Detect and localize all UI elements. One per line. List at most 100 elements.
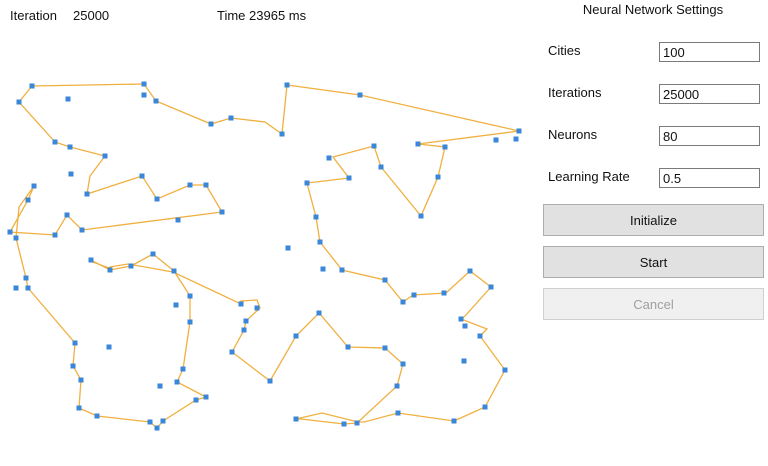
city-point <box>31 183 37 189</box>
city-point <box>238 301 244 307</box>
route-canvas <box>7 81 522 431</box>
city-point <box>13 285 19 291</box>
city-point <box>52 232 58 238</box>
city-point <box>357 92 363 98</box>
city-point <box>341 421 347 427</box>
city-point <box>442 144 448 150</box>
city-point <box>378 164 384 170</box>
city-point <box>187 293 193 299</box>
city-point <box>16 99 22 105</box>
city-point <box>400 299 406 305</box>
neurons-label: Neurons <box>548 127 598 142</box>
city-point <box>441 290 447 296</box>
city-point <box>219 209 225 215</box>
city-point <box>102 153 108 159</box>
city-point <box>7 229 13 235</box>
city-point <box>94 413 100 419</box>
elapsed-time: Time 23965 ms <box>217 8 307 23</box>
city-point <box>203 182 209 188</box>
city-point <box>254 305 260 311</box>
initialize-button[interactable]: Initialize <box>543 204 764 236</box>
settings-title: Neural Network Settings <box>582 2 724 17</box>
city-point <box>128 263 134 269</box>
city-point <box>64 212 70 218</box>
city-point <box>461 358 467 364</box>
cities-input[interactable] <box>659 42 760 62</box>
city-point <box>154 425 160 431</box>
city-point <box>29 83 35 89</box>
city-point <box>493 137 499 143</box>
city-point <box>339 267 345 273</box>
city-point <box>320 266 326 272</box>
city-point <box>67 144 73 150</box>
city-point <box>418 213 424 219</box>
city-point <box>229 349 235 355</box>
city-point <box>326 155 332 161</box>
city-point <box>141 81 147 87</box>
city-point <box>208 121 214 127</box>
city-point <box>477 333 483 339</box>
city-point <box>107 267 113 273</box>
city-point <box>76 405 82 411</box>
city-point <box>72 340 78 346</box>
start-button[interactable]: Start <box>543 246 764 278</box>
city-point <box>394 383 400 389</box>
neurons-input[interactable] <box>659 126 760 146</box>
city-point <box>371 143 377 149</box>
cancel-button: Cancel <box>543 288 764 320</box>
city-point <box>513 136 519 142</box>
city-point <box>25 197 31 203</box>
city-point <box>304 180 310 186</box>
city-point <box>23 275 29 281</box>
city-point <box>293 333 299 339</box>
city-point <box>502 367 508 373</box>
city-point <box>13 235 19 241</box>
city-point <box>285 245 291 251</box>
city-point <box>65 96 71 102</box>
city-point <box>153 98 159 104</box>
city-point <box>482 404 488 410</box>
city-point <box>70 363 76 369</box>
city-point <box>88 257 94 263</box>
city-point <box>171 268 177 274</box>
city-point <box>395 410 401 416</box>
city-point <box>243 318 249 324</box>
city-point <box>174 379 180 385</box>
iterations-input[interactable] <box>659 84 760 104</box>
city-point <box>317 239 323 245</box>
city-point <box>84 191 90 197</box>
city-point <box>316 310 322 316</box>
city-point <box>488 284 494 290</box>
city-point <box>106 344 112 350</box>
city-point <box>180 366 186 372</box>
city-point <box>187 182 193 188</box>
city-point <box>435 174 441 180</box>
city-point <box>52 139 58 145</box>
city-point <box>193 397 199 403</box>
city-point <box>187 319 193 325</box>
city-point <box>78 377 84 383</box>
neuron-route <box>8 83 520 429</box>
city-point <box>284 82 290 88</box>
cities-label: Cities <box>548 43 581 58</box>
city-point <box>147 419 153 425</box>
learning-rate-label: Learning Rate <box>548 169 630 184</box>
city-point <box>354 420 360 426</box>
learning-rate-input[interactable] <box>659 168 760 188</box>
city-point <box>382 277 388 283</box>
city-point <box>411 292 417 298</box>
city-point <box>241 327 247 333</box>
city-point <box>228 115 234 121</box>
iteration-value: 25000 <box>73 8 110 23</box>
city-point <box>157 383 163 389</box>
iteration-label: Iteration <box>10 8 57 23</box>
city-point <box>139 173 145 179</box>
iterations-label: Iterations <box>548 85 602 100</box>
city-point <box>25 285 31 291</box>
city-point <box>458 316 464 322</box>
city-point <box>141 92 147 98</box>
city-point <box>451 418 457 424</box>
city-point <box>173 302 179 308</box>
city-point <box>175 217 181 223</box>
city-point <box>79 227 85 233</box>
